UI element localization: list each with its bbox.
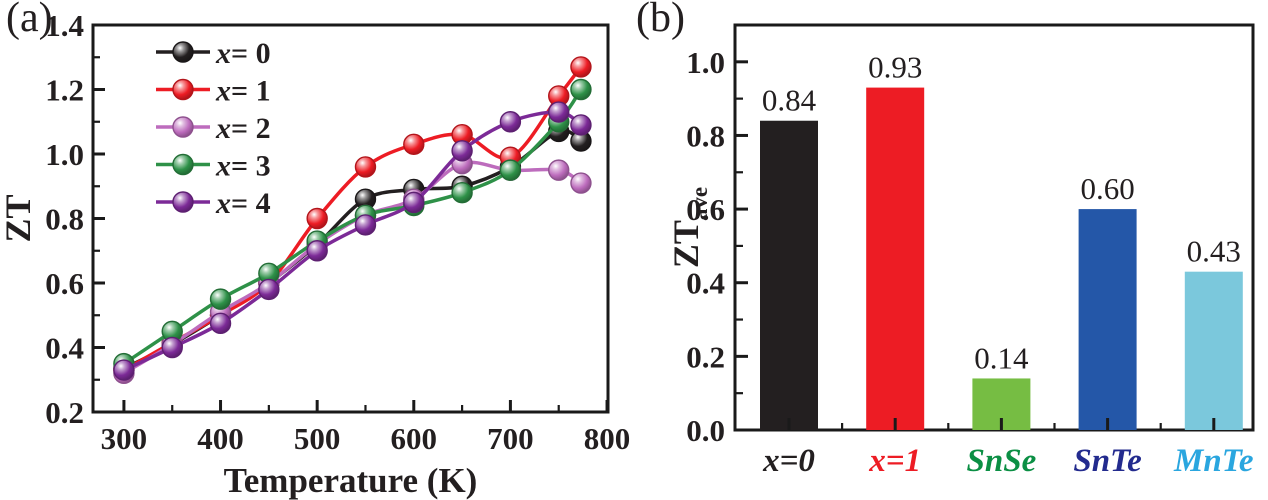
series-x2 [113,152,592,384]
x-tick-label: 500 [294,421,341,456]
series-x1 [113,56,592,381]
panel-b-bars: 0.84 x=0 0.93 x=1 0.14 SnSe 0.60 SnTe 0.43 MnTe [760,50,1254,479]
x-tick-label: 600 [391,421,438,456]
y-tick-label: 1.0 [45,137,84,172]
series-x3-point [451,181,473,204]
series-x2-point [570,172,592,194]
panel-a-label: (a) [6,0,53,41]
legend-marker [172,116,194,138]
legend-label: x= 0 [215,37,271,70]
series-x4 [113,101,592,381]
y-tick-label: 0.0 [686,413,725,448]
bar-value-label: 0.93 [868,50,922,85]
bar-x=0 [760,120,818,431]
x-tick-label: 700 [487,421,534,456]
series-x4-point [354,214,377,236]
bar-value-label: 0.14 [974,340,1029,375]
y-tick-label: 1.0 [686,45,725,80]
series-x4-point [499,111,522,133]
bar-MnTe [1184,271,1243,430]
bar-x=1 [866,87,925,430]
series-x3-point [570,78,592,101]
category-label-x=0: x=0 [762,443,815,479]
series-x1-point [403,133,425,156]
panel-a-line-chart: 300 400 500 600 700 800 0.2 0.4 0.6 0.8 1.0 1.2 1.4 T… [0,8,631,500]
series-x3-point [209,288,232,310]
category-label-MnTe: MnTe [1173,443,1253,479]
series-x1-point [306,207,328,230]
legend-label: x= 4 [215,187,271,220]
bar-value-label: 0.84 [762,83,817,118]
y-tick-label: 0.4 [45,331,84,366]
y-tick-label: 1.4 [45,8,84,43]
panel-a-x-axis-title: Temperature (K) [224,461,478,500]
series-x4-point [161,336,183,359]
category-label-SnTe: SnTe [1073,443,1141,479]
legend-marker [172,78,194,101]
series-x2-line [123,160,582,375]
series-x1-point [354,156,377,178]
y-tick-label: 0.8 [686,118,725,153]
panel-a-legend: x= 0 x= 1 x= 2 x= 3 x= 4 [156,37,271,220]
panel-b-label: (b) [636,0,685,41]
series-x4-point [548,101,570,123]
legend-marker [172,41,194,63]
series-x3-point [499,159,522,181]
y-tick-label: 0.4 [686,266,725,301]
panel-b-bar-chart: 0.0 0.2 0.4 0.6 0.8 1.0 ZTave 0.84 x=0 0.93 x=1 0.1… [666,23,1255,479]
y-tick-label: 0.2 [45,395,84,430]
series-x4-point [209,312,232,335]
series-x1-point [570,56,592,78]
panel-b-y-axis: 0.0 0.2 0.4 0.6 0.8 1.0 [686,45,748,448]
series-x4-point [403,191,425,214]
panel-b-y-axis-title: ZTave [666,187,712,268]
series-x4-point [306,240,328,262]
series-x4-point [258,278,280,301]
panel-a-x-axis: 300 400 500 600 700 800 [101,400,631,456]
x-tick-label: 800 [584,421,631,456]
y-tick-label: 0.2 [686,339,725,374]
legend-label: x= 2 [215,112,271,145]
series-x2-point [548,159,570,181]
legend-marker [172,153,194,176]
category-label-x=1: x=1 [868,443,921,479]
y-tick-label: 1.2 [45,73,84,108]
y-tick-label: 0.6 [45,266,84,301]
legend-marker [172,191,194,213]
y-tick-label: 0.6 [686,192,725,227]
x-tick-label: 400 [197,421,244,456]
x-tick-label: 300 [101,421,148,456]
legend-label: x= 3 [215,150,271,183]
y-tick-label: 0.8 [45,202,84,237]
panel-a-y-axis: 0.2 0.4 0.6 0.8 1.0 1.2 1.4 [45,8,105,430]
category-label-SnSe: SnSe [967,443,1037,479]
series-x4-point [570,114,592,136]
series-x4-point [451,140,473,162]
bar-SnTe [1078,209,1137,430]
bar-value-label: 0.60 [1080,171,1134,206]
panel-a-y-axis-title: ZT [0,194,38,242]
series-x4-point [113,359,135,381]
bar-value-label: 0.43 [1187,234,1241,269]
legend-label: x= 1 [215,75,271,108]
